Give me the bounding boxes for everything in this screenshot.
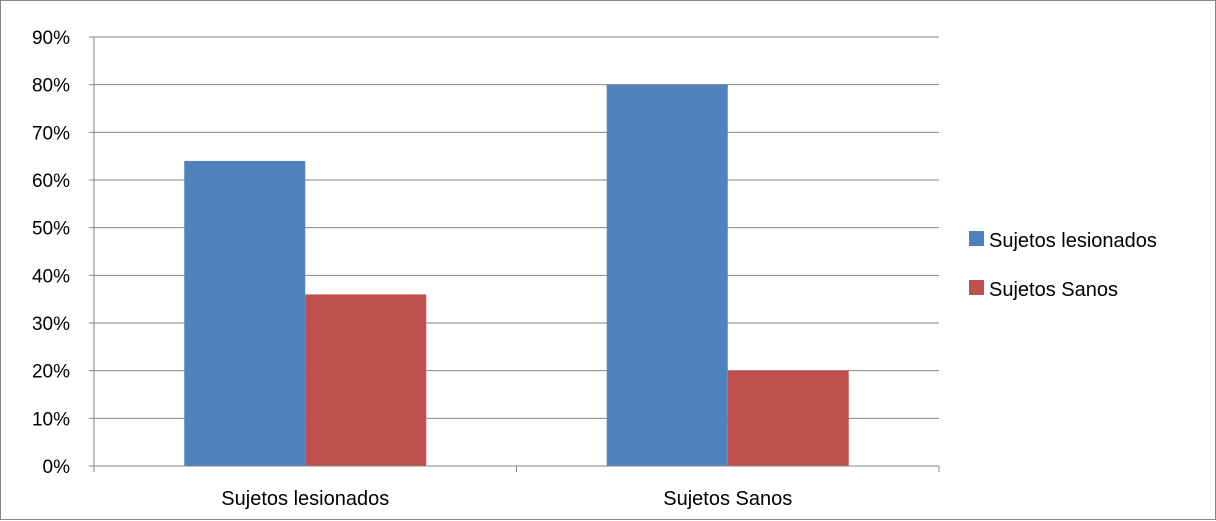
y-tick-label: 90% — [32, 28, 70, 49]
y-tick-label: 20% — [32, 362, 70, 383]
x-category-label: Sujetos lesionados — [221, 488, 389, 510]
bar-sujetos-sanos — [727, 370, 849, 466]
y-tick-label: 80% — [32, 76, 70, 97]
y-tick-label: 60% — [32, 171, 70, 192]
bar-sujetos-lesionados — [184, 160, 306, 466]
bar-sujetos-sanos — [305, 294, 427, 466]
legend-swatch — [969, 231, 984, 246]
y-tick-label: 40% — [32, 266, 70, 287]
legend-label: Sujetos Sanos — [989, 279, 1118, 301]
y-tick-label: 70% — [32, 123, 70, 144]
y-tick-label: 50% — [32, 219, 70, 240]
y-axis-labels: 0% 10% 20% 30% 40% 50% 60% 70% 80% 90% — [32, 28, 70, 478]
x-category-label: Sujetos Sanos — [663, 488, 792, 510]
bar-sujetos-lesionados — [606, 84, 728, 467]
y-tick-label: 0% — [43, 457, 71, 478]
legend: Sujetos lesionados Sujetos Sanos — [969, 230, 1157, 301]
x-axis-labels: Sujetos lesionados Sujetos Sanos — [221, 488, 792, 510]
y-tick-label: 10% — [32, 409, 70, 430]
bars — [184, 84, 849, 467]
axes — [89, 36, 940, 472]
legend-swatch — [969, 280, 984, 295]
y-tick-label: 30% — [32, 314, 70, 335]
legend-label: Sujetos lesionados — [989, 230, 1157, 252]
